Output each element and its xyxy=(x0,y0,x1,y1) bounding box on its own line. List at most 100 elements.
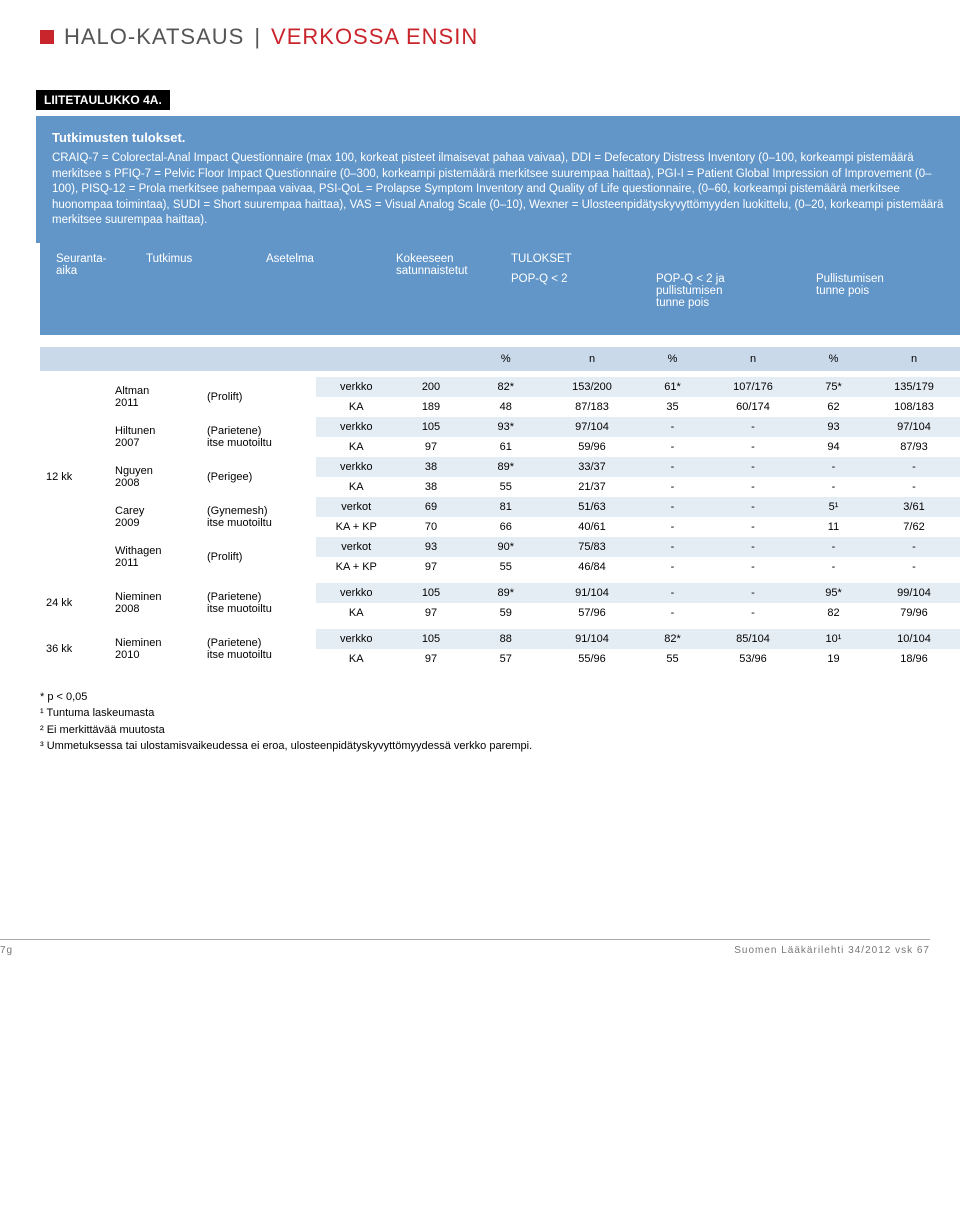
data-cell: verkko xyxy=(316,583,397,603)
data-cell: 97 xyxy=(397,649,466,669)
data-cell: 55/96 xyxy=(546,649,638,669)
colhead-kokeeseen: Kokeeseen satunnaistetut xyxy=(396,253,511,309)
data-cell: verkko xyxy=(316,377,397,397)
data-cell: 87/183 xyxy=(546,397,638,417)
footnote-line: ¹ Tuntuma laskeumasta xyxy=(40,705,960,722)
data-cell: 40/61 xyxy=(546,517,638,537)
study-name: Carey2009 xyxy=(109,497,201,537)
data-cell: 107/176 xyxy=(707,377,799,397)
footer-left: 7g xyxy=(0,945,13,956)
data-cell: - xyxy=(707,557,799,577)
data-cell: 94 xyxy=(799,437,868,457)
data-cell: 89* xyxy=(466,457,547,477)
data-cell: 11 xyxy=(799,517,868,537)
data-cell: KA xyxy=(316,437,397,457)
colhead-asetelma: Asetelma xyxy=(266,253,396,309)
data-cell: 60/174 xyxy=(707,397,799,417)
data-cell: 61 xyxy=(466,437,547,457)
group-label: 36 kk xyxy=(40,629,109,669)
data-cell: - xyxy=(799,557,868,577)
data-cell: - xyxy=(707,517,799,537)
results-table: %n%n%n12 kkAltman2011(Prolift)verkko2008… xyxy=(40,341,960,675)
data-cell: 46/84 xyxy=(546,557,638,577)
data-cell: 75* xyxy=(799,377,868,397)
data-cell: - xyxy=(868,477,960,497)
data-cell: 99/104 xyxy=(868,583,960,603)
data-cell: 75/83 xyxy=(546,537,638,557)
data-cell: 10/104 xyxy=(868,629,960,649)
brand-square-icon xyxy=(40,30,54,44)
data-cell: KA xyxy=(316,603,397,623)
data-cell: 18/96 xyxy=(868,649,960,669)
colhead-seuranta: Seuranta- aika xyxy=(56,253,146,309)
data-cell: 53/96 xyxy=(707,649,799,669)
data-cell: - xyxy=(638,583,707,603)
data-cell: - xyxy=(638,537,707,557)
data-cell: 97 xyxy=(397,437,466,457)
table-tag: LIITETAULUKKO 4A. xyxy=(36,90,170,110)
data-cell: 5¹ xyxy=(799,497,868,517)
data-cell: 97/104 xyxy=(546,417,638,437)
colhead-popq2ja: POP-Q < 2 ja pullistumisen tunne pois xyxy=(656,273,816,309)
data-cell: 38 xyxy=(397,477,466,497)
footnote-line: * p < 0,05 xyxy=(40,689,960,706)
data-cell: verkko xyxy=(316,629,397,649)
colhead-tutkimus: Tutkimus xyxy=(146,253,266,309)
study-name: Nieminen2008 xyxy=(109,583,201,623)
unit-header: n xyxy=(546,347,638,371)
data-cell: 82 xyxy=(799,603,868,623)
data-cell: - xyxy=(707,603,799,623)
data-cell: - xyxy=(638,557,707,577)
section-header: HALO-KATSAUS | VERKOSSA ENSIN xyxy=(40,24,960,50)
data-cell: 38 xyxy=(397,457,466,477)
data-cell: - xyxy=(707,457,799,477)
data-cell: 55 xyxy=(466,557,547,577)
data-cell: KA xyxy=(316,477,397,497)
data-cell: verkko xyxy=(316,417,397,437)
study-name: Hiltunen2007 xyxy=(109,417,201,457)
data-cell: 59/96 xyxy=(546,437,638,457)
study-name: Altman2011 xyxy=(109,377,201,417)
data-cell: 59 xyxy=(466,603,547,623)
data-cell: KA xyxy=(316,397,397,417)
colhead-tulokset-label: TULOKSET xyxy=(511,253,956,265)
data-cell: - xyxy=(638,417,707,437)
data-cell: 10¹ xyxy=(799,629,868,649)
section-title-gray: HALO-KATSAUS xyxy=(64,24,244,50)
data-cell: 135/179 xyxy=(868,377,960,397)
data-cell: 97/104 xyxy=(868,417,960,437)
study-name: Nguyen2008 xyxy=(109,457,201,497)
data-cell: - xyxy=(707,583,799,603)
data-cell: - xyxy=(707,417,799,437)
data-cell: 105 xyxy=(397,629,466,649)
data-cell: verkot xyxy=(316,537,397,557)
column-headers: Seuranta- aika Tutkimus Asetelma Kokeese… xyxy=(40,243,960,335)
colhead-popq2: POP-Q < 2 xyxy=(511,273,656,309)
data-cell: 105 xyxy=(397,417,466,437)
data-cell: 153/200 xyxy=(546,377,638,397)
data-cell: 82* xyxy=(638,629,707,649)
data-cell: KA + KP xyxy=(316,557,397,577)
data-cell: 33/37 xyxy=(546,457,638,477)
study-asetelma: (Prolift) xyxy=(201,537,316,577)
data-cell: - xyxy=(707,437,799,457)
footnote-line: ² Ei merkittävää muutosta xyxy=(40,722,960,739)
data-cell: 69 xyxy=(397,497,466,517)
data-cell: 88 xyxy=(466,629,547,649)
data-cell: 97 xyxy=(397,603,466,623)
data-cell: 200 xyxy=(397,377,466,397)
data-cell: 79/96 xyxy=(868,603,960,623)
data-cell: - xyxy=(707,477,799,497)
data-cell: - xyxy=(638,457,707,477)
legend-block: Tutkimusten tulokset. CRAIQ-7 = Colorect… xyxy=(36,116,960,243)
data-cell: 89* xyxy=(466,583,547,603)
group-label: 12 kk xyxy=(40,377,109,577)
group-label: 24 kk xyxy=(40,583,109,623)
unit-header: n xyxy=(868,347,960,371)
data-cell: 7/62 xyxy=(868,517,960,537)
footer-right: Suomen Lääkärilehti 34/2012 vsk 67 xyxy=(734,945,930,956)
data-cell: 48 xyxy=(466,397,547,417)
study-asetelma: (Perigee) xyxy=(201,457,316,497)
legend-text: CRAIQ-7 = Colorectal-Anal Impact Questio… xyxy=(52,151,944,229)
data-cell: 97 xyxy=(397,557,466,577)
